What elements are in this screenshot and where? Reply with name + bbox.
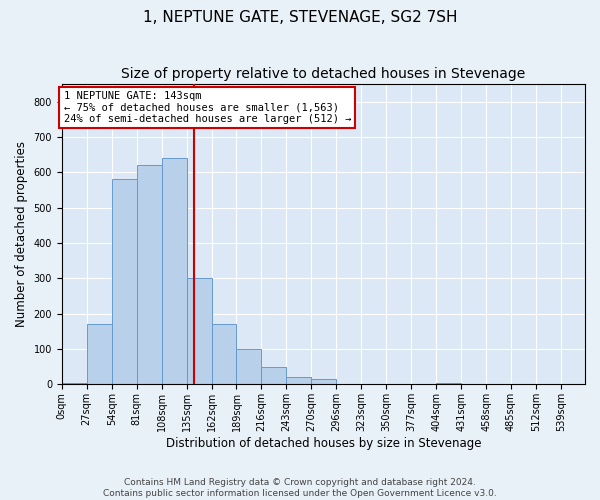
Text: 1, NEPTUNE GATE, STEVENAGE, SG2 7SH: 1, NEPTUNE GATE, STEVENAGE, SG2 7SH (143, 10, 457, 25)
Text: 1 NEPTUNE GATE: 143sqm
← 75% of detached houses are smaller (1,563)
24% of semi-: 1 NEPTUNE GATE: 143sqm ← 75% of detached… (64, 91, 351, 124)
Y-axis label: Number of detached properties: Number of detached properties (15, 141, 28, 327)
Bar (161, 158, 187, 384)
Title: Size of property relative to detached houses in Stevenage: Size of property relative to detached ho… (121, 68, 526, 82)
Bar (212, 324, 236, 384)
Bar (311, 379, 337, 384)
Bar (286, 378, 311, 384)
X-axis label: Distribution of detached houses by size in Stevenage: Distribution of detached houses by size … (166, 437, 481, 450)
Text: Contains HM Land Registry data © Crown copyright and database right 2024.
Contai: Contains HM Land Registry data © Crown c… (103, 478, 497, 498)
Bar (137, 166, 161, 384)
Bar (187, 278, 212, 384)
Bar (236, 349, 262, 384)
Bar (262, 367, 286, 384)
Bar (436, 382, 461, 384)
Bar (112, 180, 137, 384)
Bar (87, 324, 112, 384)
Bar (62, 382, 87, 384)
